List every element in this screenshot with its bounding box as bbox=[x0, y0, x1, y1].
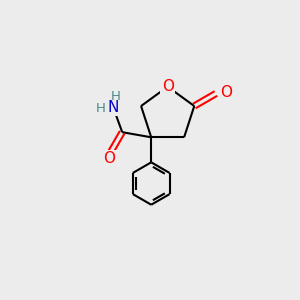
Text: H: H bbox=[111, 90, 121, 103]
Text: O: O bbox=[220, 85, 232, 100]
Text: N: N bbox=[107, 100, 119, 115]
Text: O: O bbox=[103, 151, 115, 166]
Text: H: H bbox=[96, 102, 106, 115]
Text: O: O bbox=[162, 79, 174, 94]
